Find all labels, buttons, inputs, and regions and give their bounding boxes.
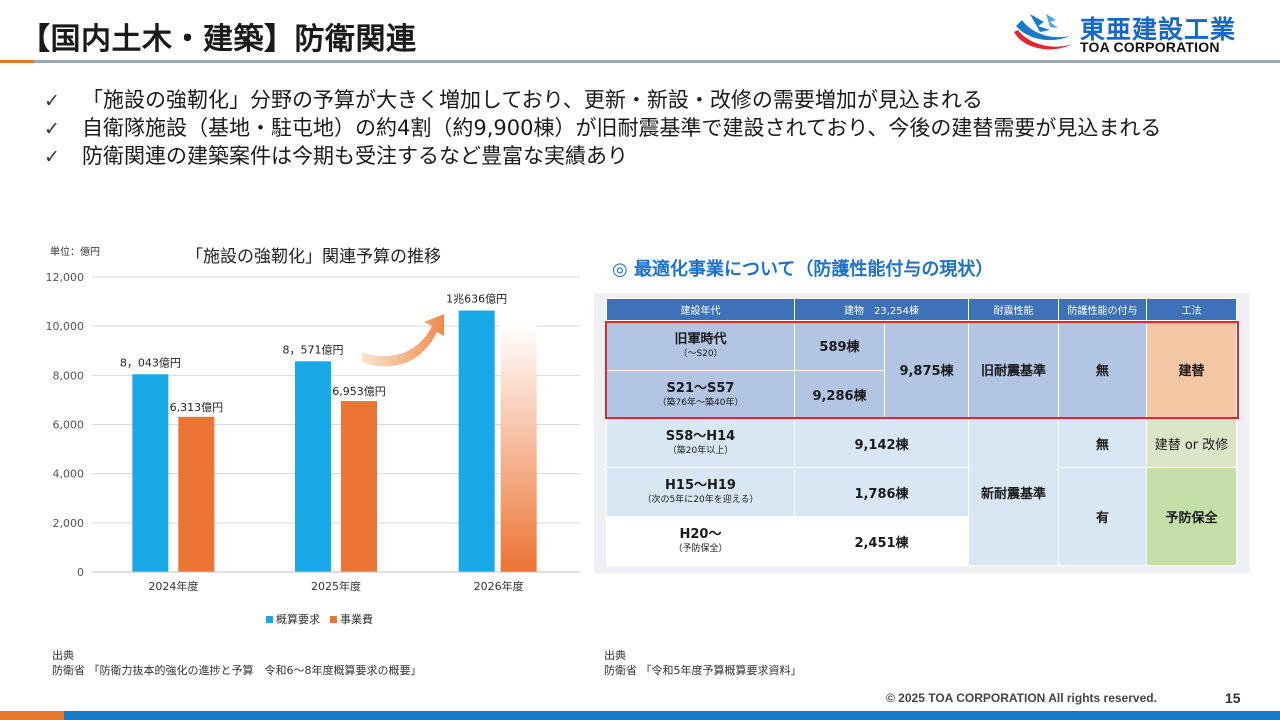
- era-cell: 旧軍時代 （～S20）: [606, 320, 795, 371]
- chart-source: 出典 防衛省 「防衛力抜本的強化の進捗と予算 令和6～8年度概算要求の概要」: [52, 648, 422, 678]
- old-protection-cell: 無: [1058, 320, 1147, 419]
- count-cell: 1,786棟: [794, 467, 969, 517]
- y-tick-label: 10,000: [46, 320, 85, 333]
- key-point: ✓ 自衛隊施設（基地・駐屯地）の約4割（約9,900棟）が旧耐震基準で建設されてお…: [44, 114, 1161, 142]
- bar-project: [341, 401, 377, 572]
- check-icon: ✓: [44, 118, 60, 140]
- title-divider-accent: [0, 60, 34, 63]
- data-label-request: 1兆636億円: [446, 293, 507, 306]
- table-section-title: ◎ 最適化事業について（防護性能付与の現状）: [612, 259, 994, 280]
- legend-label: 事業費: [340, 613, 373, 626]
- count-cell: 2,451棟: [794, 516, 969, 566]
- legend-item-project: 事業費: [330, 611, 373, 627]
- data-label-request: 8，571億円: [283, 343, 344, 356]
- count-cell: 589棟: [794, 320, 885, 371]
- y-tick-label: 6,000: [53, 419, 85, 432]
- legend-item-request: 概算要求: [266, 611, 320, 627]
- check-icon: ✓: [44, 146, 60, 168]
- bar-request: [132, 374, 169, 572]
- title-divider: [0, 60, 1280, 63]
- y-tick-label: 8,000: [53, 369, 85, 382]
- table-header-row: 建設年代 建物 23,254棟 耐震性能 防護性能の付与 工法: [606, 298, 1237, 321]
- new-protection-none-cell: 無: [1058, 418, 1147, 468]
- growth-arrow-icon: [362, 314, 444, 367]
- optimization-table-panel: 建設年代 建物 23,254棟 耐震性能 防護性能の付与 工法 旧軍時代 （～S2…: [594, 293, 1250, 573]
- header-seismic: 耐震性能: [968, 298, 1059, 321]
- table-row: S21～S57 （築76年～築40年） 9,286棟: [606, 370, 1237, 419]
- bar-project: [178, 416, 215, 572]
- legend-label: 概算要求: [276, 613, 320, 626]
- check-icon: ✓: [44, 90, 60, 112]
- key-points-list: ✓ 「施設の強靭化」分野の予算が大きく増加しており、更新・新設・改修の需要増加が見…: [44, 86, 1161, 170]
- era-cell: S21～S57 （築76年～築40年）: [606, 370, 795, 419]
- key-point: ✓ 「施設の強靭化」分野の予算が大きく増加しており、更新・新設・改修の需要増加が見…: [44, 86, 1161, 114]
- new-seismic-cell: 新耐震基準: [968, 418, 1059, 566]
- bar-request: [295, 361, 331, 572]
- header-buildings: 建物 23,254棟: [794, 298, 969, 321]
- header-era: 建設年代: [606, 298, 795, 321]
- era-cell: H20～ （予防保全）: [606, 516, 795, 566]
- key-point: ✓ 防衛関連の建築案件は今期も受注するなど豊富な実績あり: [44, 142, 1161, 170]
- header-method: 工法: [1146, 298, 1237, 321]
- header-protection: 防護性能の付与: [1058, 298, 1147, 321]
- company-logo-mark-icon: [1014, 14, 1072, 50]
- data-label-request: 8，043億円: [120, 356, 181, 369]
- y-tick-label: 4,000: [53, 468, 85, 481]
- key-point-text: 防衛関連の建築案件は今期も受注するなど豊富な実績あり: [82, 144, 628, 168]
- table-row: 旧軍時代 （～S20） 589棟 9,875棟 旧耐震基準 無 建替: [606, 320, 1237, 419]
- optimization-table: 建設年代 建物 23,254棟 耐震性能 防護性能の付与 工法 旧軍時代 （～S2…: [606, 298, 1237, 566]
- source-label: 出典: [52, 649, 74, 662]
- company-logo-jp: 東亜建設工業: [1080, 15, 1237, 44]
- y-tick-label: 0: [77, 566, 84, 579]
- method-either-cell: 建替 or 改修: [1146, 418, 1237, 468]
- source-label: 出典: [604, 649, 626, 662]
- page-title: 【国内土木・建築】防衛関連: [20, 22, 417, 57]
- key-point-text: 「施設の強靭化」分野の予算が大きく増加しており、更新・新設・改修の需要増加が見込…: [82, 88, 983, 112]
- chart-legend: 概算要求 事業費: [266, 611, 373, 627]
- company-logo: 東亜建設工業 TOA CORPORATION: [1010, 10, 1260, 56]
- x-tick-label: 2025年度: [311, 579, 361, 593]
- budget-bar-chart: 0 2,000 4,000 6,000 8,000 10,000 12,000 2024年度 8…: [46, 271, 580, 593]
- chart-title: 「施設の強靭化」関連予算の推移: [186, 247, 441, 267]
- era-cell: S58～H14 （築20年以上）: [606, 418, 795, 468]
- source-text: 防衛省 「防衛力抜本的強化の進捗と予算 令和6～8年度概算要求の概要」: [52, 664, 422, 677]
- new-protection-yes-cell: 有: [1058, 467, 1147, 566]
- count-cell: 9,286棟: [794, 370, 885, 419]
- bar-project-projected: [500, 324, 537, 572]
- data-label-project: 6,313億円: [170, 401, 224, 414]
- old-seismic-highlight-frame: [605, 321, 1239, 419]
- era-cell: H15～H19 （次の5年に20年を迎える）: [606, 467, 795, 517]
- count-cell: 9,142棟: [794, 418, 969, 468]
- table-row: H20～ （予防保全） 2,451棟: [606, 516, 1237, 566]
- key-point-text: 自衛隊施設（基地・駐屯地）の約4割（約9,900棟）が旧耐震基準で建設されており…: [82, 116, 1162, 140]
- company-logo-en: TOA CORPORATION: [1080, 39, 1220, 55]
- method-rebuild-cell: 建替: [1146, 320, 1237, 419]
- old-seismic-cell: 旧耐震基準: [968, 320, 1059, 419]
- footer-bar: [0, 711, 1280, 720]
- page-number: 15: [1225, 690, 1241, 706]
- table-row: H15～H19 （次の5年に20年を迎える） 1,786棟 有 予防保全: [606, 467, 1237, 566]
- legend-swatch-icon: [266, 615, 273, 623]
- legend-swatch-icon: [330, 615, 337, 623]
- method-maint-cell: 予防保全: [1146, 467, 1237, 566]
- y-tick-label: 2,000: [53, 517, 85, 530]
- table-row: S58～H14 （築20年以上） 9,142棟 新耐震基準 無 建替 or 改修: [606, 418, 1237, 566]
- chart-unit-label: 単位：億円: [50, 247, 100, 258]
- y-tick-label: 12,000: [46, 271, 85, 284]
- copyright: © 2025 TOA CORPORATION All rights reserv…: [886, 691, 1157, 705]
- table-source: 出典 防衛省 「令和5年度予算概算要求資料」: [604, 648, 802, 678]
- footer-bar-accent: [0, 711, 64, 720]
- x-tick-label: 2026年度: [474, 579, 524, 593]
- bar-request: [458, 310, 495, 572]
- old-subtotal-cell: 9,875棟: [884, 320, 969, 419]
- x-tick-label: 2024年度: [148, 579, 198, 593]
- data-label-project: 6,953億円: [332, 385, 386, 398]
- source-text: 防衛省 「令和5年度予算概算要求資料」: [604, 664, 802, 677]
